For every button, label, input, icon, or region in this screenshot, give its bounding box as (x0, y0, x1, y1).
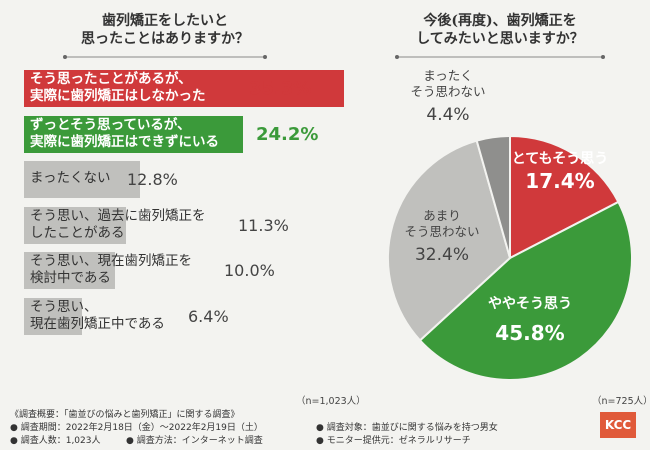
footer-target: ● 調査対象：歯並びに関する悩みを持つ男女 (316, 423, 498, 433)
bar-category-label: そう思い、現在歯列矯正を 検討中である (30, 253, 192, 286)
bar-chart-n-note: （n=1,023人） (296, 396, 366, 407)
bar (24, 161, 141, 198)
pie-value-label: 32.4% (415, 245, 469, 265)
pie-slice-label: そう思わない (410, 84, 485, 99)
right-title-line-1: 今後(再度)、歯列矯正を (423, 13, 577, 29)
pie-slice (387, 139, 512, 342)
right-chart-title: 今後(再度)、歯列矯正を してみたいと思いますか？ (370, 12, 630, 48)
footer-provider: ● モニター提供元：ゼネラルリサーチ (316, 436, 471, 446)
right-title-line-2: してみたいと思いますか？ (416, 31, 584, 47)
bar-row: ずっとそう思っているが、 実際に歯列矯正はできずにいる 24.2% (24, 115, 344, 153)
bar-value-label: 35.3% (249, 78, 312, 99)
left-title-ornament (63, 55, 267, 59)
right-title-ornament (395, 55, 605, 59)
survey-footer-right: ● 調査対象：歯並びに関する悩みを持つ男女 ● モニター提供元：ゼネラルリサーチ (316, 422, 498, 448)
pie-slice (475, 134, 511, 259)
bar-category-label: そう思い、過去に歯列矯正を したことがある (30, 207, 206, 241)
bar (24, 252, 115, 289)
bar (24, 70, 344, 107)
pie-chart: とてもそう思う17.4%ややそう思う45.8%あまりそう思わない32.4%まった… (387, 68, 633, 381)
left-title-line-2: 思ったことはありますか？ (81, 31, 249, 47)
pie-slice-label: ややそう思う (488, 296, 572, 312)
pie-slice-label: そう思わない (404, 224, 479, 239)
bar (24, 115, 244, 153)
pie-slice-label: あまり (423, 208, 461, 223)
bar-value-label: 24.2% (256, 123, 319, 145)
footer-period: ● 調査期間：2022年2月18日（金）〜2022年2月19日（土） (10, 423, 263, 433)
bar-row: そう思い、 現在歯列矯正中である 6.4% (24, 297, 344, 335)
bar-value-label: 10.0% (224, 261, 275, 280)
bar (24, 297, 83, 335)
bar-category-label: そう思ったことがあるが、 実際に歯列矯正はしなかった (30, 71, 206, 104)
pie-slice-label: とてもそう思う (512, 151, 609, 167)
pie-slice-label: まったく (423, 68, 473, 83)
bar-value-label: 11.3% (238, 215, 289, 235)
pie-slice (418, 200, 633, 381)
pie-slice (509, 134, 620, 260)
bar (24, 206, 127, 244)
bar-category-label: ずっとそう思っているが、 実際に歯列矯正はできずにいる (30, 116, 219, 150)
left-title-line-1: 歯列矯正をしたいと (102, 13, 228, 29)
footer-heading: 《調査概要：「歯並びの悩みと歯列矯正」に関する調査》 (10, 410, 240, 420)
left-chart-title: 歯列矯正をしたいと 思ったことはありますか？ (40, 12, 290, 48)
bar-value-label: 6.4% (188, 306, 229, 326)
pie-value-label: 45.8% (495, 321, 564, 345)
bar-row: まったくない 12.8% (24, 161, 344, 198)
pie-value-label: 4.4% (426, 105, 469, 125)
footer-count: ● 調査人数：1,023人 (10, 436, 101, 446)
pie-value-label: 17.4% (525, 169, 594, 193)
bar-category-label: まったくない (30, 170, 111, 186)
bar-row: そう思い、現在歯列矯正を 検討中である 10.0% (24, 252, 344, 289)
survey-footer: 《調査概要：「歯並びの悩みと歯列矯正」に関する調査》 ● 調査期間：2022年2… (10, 409, 263, 448)
bar-value-label: 12.8% (127, 170, 178, 189)
footer-method: ● 調査方法：インターネット調査 (126, 436, 263, 446)
pie-chart-n-note: （n=725人） (592, 396, 650, 407)
kcc-logo: KCC (600, 412, 636, 438)
bar-category-label: そう思い、 現在歯列矯正中である (30, 298, 165, 332)
bar-row: そう思ったことがあるが、 実際に歯列矯正はしなかった 35.3% (24, 70, 344, 107)
bar-row: そう思い、過去に歯列矯正を したことがある 11.3% (24, 206, 344, 244)
